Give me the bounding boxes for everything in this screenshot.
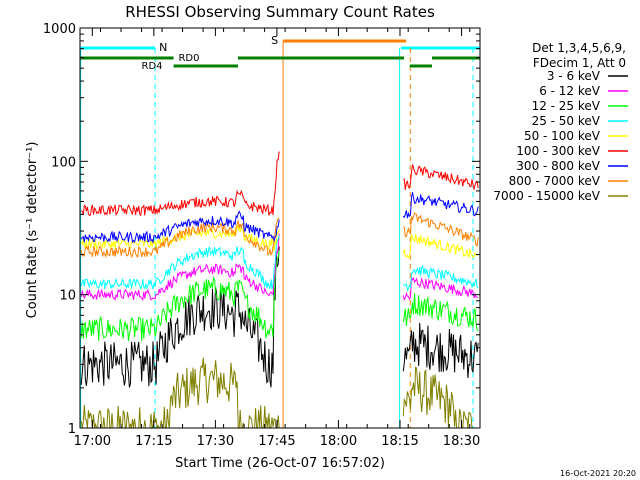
series-line-800-7000-kev	[402, 212, 479, 247]
series-line-25-50-kev	[403, 265, 479, 292]
series-line-100-300-kev	[403, 164, 479, 191]
legend-entry-label: 6 - 12 keV	[539, 84, 601, 98]
series-line-3-6-kev	[80, 246, 280, 388]
series-line-300-800-kev	[402, 192, 479, 219]
series-layer	[80, 151, 479, 430]
x-tick-label: 18:30	[443, 434, 480, 449]
series-line-12-25-kev	[80, 250, 280, 342]
series-line-100-300-kev	[80, 151, 280, 217]
y-tick-label: 1	[68, 422, 76, 437]
series-line-7000-15000-kev	[402, 366, 479, 429]
legend-header: Det 1,3,4,5,6,9,	[532, 41, 626, 55]
rd0-label: RD0	[178, 53, 199, 64]
series-line-300-800-kev	[80, 210, 280, 245]
legend: Det 1,3,4,5,6,9,FDecim 1, Att 03 - 6 keV…	[493, 41, 628, 203]
series-line-800-7000-kev	[80, 217, 280, 259]
plot-background	[80, 28, 480, 428]
series-line-50-100-kev	[402, 233, 479, 259]
y-tick-label: 100	[51, 155, 76, 170]
legend-entry-label: 7000 - 15000 keV	[493, 189, 600, 203]
x-axis-label: Start Time (26-Oct-07 16:57:02)	[175, 456, 385, 471]
legend-entry-label: 25 - 50 keV	[532, 114, 601, 128]
series-line-25-50-kev	[80, 235, 280, 290]
legend-entry-label: 800 - 7000 keV	[509, 174, 601, 188]
legend-entry-label: 12 - 25 keV	[532, 99, 601, 113]
x-tick-label: 17:15	[135, 434, 172, 449]
legend-entry-label: 100 - 300 keV	[516, 144, 600, 158]
series-line-3-6-kev	[402, 322, 479, 379]
legend-header: FDecim 1, Att 0	[533, 56, 626, 70]
legend-entry-label: 300 - 800 keV	[516, 159, 600, 173]
legend-entry-label: 3 - 6 keV	[547, 69, 601, 83]
footer-timestamp: 16-Oct-2021 20:20	[560, 469, 636, 478]
night-label: N	[159, 41, 167, 54]
x-tick-label: 17:00	[74, 434, 111, 449]
x-tick-label: 17:45	[258, 434, 295, 449]
chart-title: RHESSI Observing Summary Count Rates	[125, 3, 435, 21]
series-line-12-25-kev	[402, 293, 479, 332]
x-tick-label: 17:30	[197, 434, 234, 449]
legend-entry-label: 50 - 100 keV	[524, 129, 601, 143]
y-tick-label: 1000	[43, 22, 76, 37]
axes-layer: 17:00 17:15 17:30 17:45 18:00 18:15 18:30 1 10 10…	[43, 22, 481, 449]
y-axis-label: Count Rate (s⁻¹ detector⁻¹)	[25, 142, 40, 319]
series-line-6-12-kev	[402, 276, 479, 301]
x-tick-label: 18:15	[381, 434, 418, 449]
plot-frame	[79, 27, 481, 429]
series-line-6-12-kev	[80, 233, 280, 301]
segments-layer: N S RD0 RD4	[80, 34, 480, 428]
rd4-label: RD4	[142, 61, 163, 72]
x-tick-label: 18:00	[320, 434, 357, 449]
plot-area	[80, 28, 480, 428]
saa-label: S	[271, 34, 278, 47]
y-tick-label: 10	[59, 289, 76, 304]
